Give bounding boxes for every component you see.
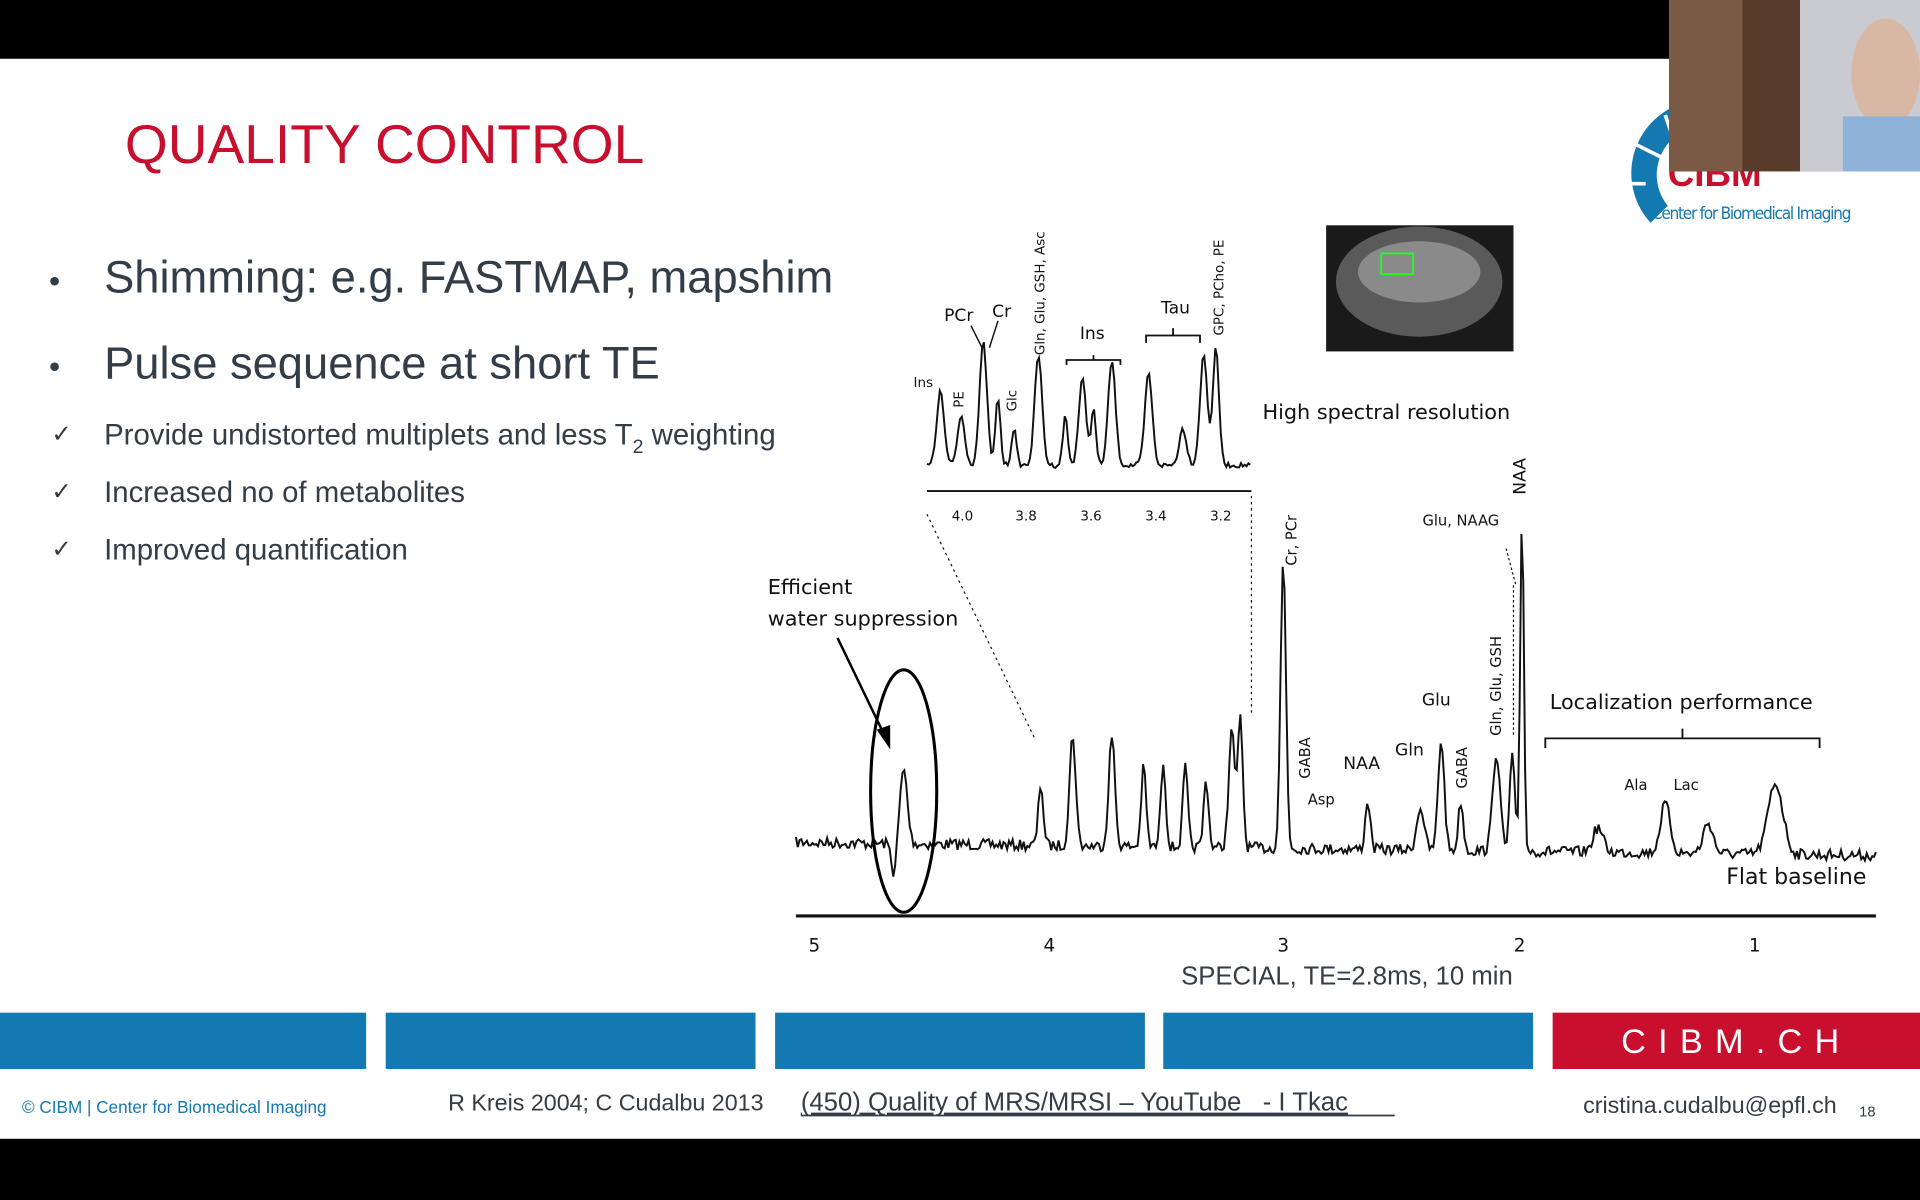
peak-label: Cr, PCr	[1284, 514, 1301, 566]
slide	[0, 58, 1920, 1139]
webcam	[1668, 0, 1920, 172]
check-item: Provide undistorted multiplets and less …	[104, 418, 776, 458]
check-mark: ✓	[51, 477, 72, 506]
check-mark: ✓	[51, 419, 72, 448]
x-tick-label: 3	[1277, 935, 1289, 956]
peak-label: PE	[953, 391, 968, 408]
peak-label: Glu	[1422, 690, 1451, 710]
peak-label: GABA	[1297, 737, 1314, 779]
peak-label: Lac	[1673, 777, 1698, 794]
annotation: High spectral resolution	[1262, 400, 1510, 424]
peak-label: NAA	[1511, 458, 1531, 495]
x-tick-label: 4	[1044, 935, 1056, 956]
water-circle	[869, 668, 939, 914]
footer-bands	[0, 1012, 1920, 1069]
check-item: Increased no of metabolites	[104, 476, 465, 509]
annotation: Flat baseline	[1726, 865, 1866, 890]
peak-label: Gln, Glu, GSH, Asc	[1033, 231, 1048, 355]
subscript: 2	[633, 436, 644, 458]
spectrum-figure: Ins PE PCr Cr Glc Gln, Glu, GSH, Asc Ins…	[768, 225, 1877, 990]
page-number: 18	[1859, 1105, 1875, 1121]
copyright: © CIBM | Center for Biomedical Imaging	[22, 1097, 327, 1117]
bracket	[1065, 355, 1122, 365]
inset-tick-label: 3.2	[1210, 509, 1231, 524]
peak-label: Ins	[914, 376, 934, 391]
text: weighting	[643, 418, 775, 451]
peak-label: Ala	[1624, 777, 1647, 794]
bullet-mark: •	[49, 262, 60, 298]
text: Provide undistorted multiplets and less …	[104, 418, 633, 451]
x-tick-label: 5	[808, 935, 820, 956]
zoom-line	[926, 514, 1036, 739]
peak-label: Ins	[1080, 324, 1105, 344]
inset-tick-label: 3.4	[1145, 509, 1166, 524]
bullet: Shimming: e.g. FASTMAP, mapshim	[104, 252, 833, 303]
peak-label: NAA	[1343, 754, 1380, 774]
peak-label: GPC, PCho, PE	[1212, 240, 1227, 336]
references: R Kreis 2004; C Cudalbu 2013	[448, 1090, 763, 1116]
figure-caption: SPECIAL, TE=2.8ms, 10 min	[1181, 962, 1513, 990]
peak-label: Gln	[1395, 741, 1424, 761]
voxel	[1380, 252, 1414, 276]
peak-label: PCr	[944, 306, 974, 326]
peak-label: Tau	[1160, 298, 1190, 318]
label-pointer	[970, 320, 999, 349]
x-tick-label: 2	[1514, 935, 1526, 956]
inset-tick-label: 3.6	[1080, 509, 1101, 524]
annotation: Localization performance	[1550, 690, 1813, 714]
arrow	[836, 637, 888, 741]
peak-label: Asp	[1308, 791, 1335, 808]
logo-name: Center for Biomedical Imaging	[1652, 204, 1852, 224]
peak-label: GABA	[1454, 747, 1471, 789]
main-spectrum	[794, 533, 1877, 877]
inset-tick-label: 4.0	[952, 509, 973, 524]
link[interactable]: (450) Quality of MRS/MRSI – YouTube - I …	[801, 1089, 1348, 1117]
arrow-head	[876, 724, 891, 750]
bracket	[1544, 728, 1821, 749]
check-mark: ✓	[51, 534, 72, 563]
inset-tick-label: 3.8	[1015, 509, 1036, 524]
annotation: Efficient	[768, 575, 853, 599]
bullet-mark: •	[49, 348, 60, 384]
slide-title: QUALITY CONTROL	[125, 113, 644, 175]
check-item: Improved quantification	[104, 534, 408, 567]
peak-label: Glu, NAAG	[1422, 512, 1499, 529]
peak-label: Gln, Glu, GSH	[1488, 636, 1505, 736]
x-tick-label: 1	[1749, 935, 1761, 956]
brain	[1357, 241, 1481, 303]
bullet: Pulse sequence at short TE	[104, 337, 660, 388]
email: cristina.cudalbu@epfl.ch	[1583, 1092, 1837, 1118]
bracket	[1145, 328, 1201, 343]
inset-spectrum	[926, 341, 1251, 470]
brand: CIBM.CH	[1621, 1023, 1851, 1061]
peak-label: Cr	[992, 302, 1012, 322]
annotation: water suppression	[768, 607, 959, 631]
peak-label: Glc	[1005, 390, 1020, 412]
label-pointer	[1505, 548, 1517, 586]
